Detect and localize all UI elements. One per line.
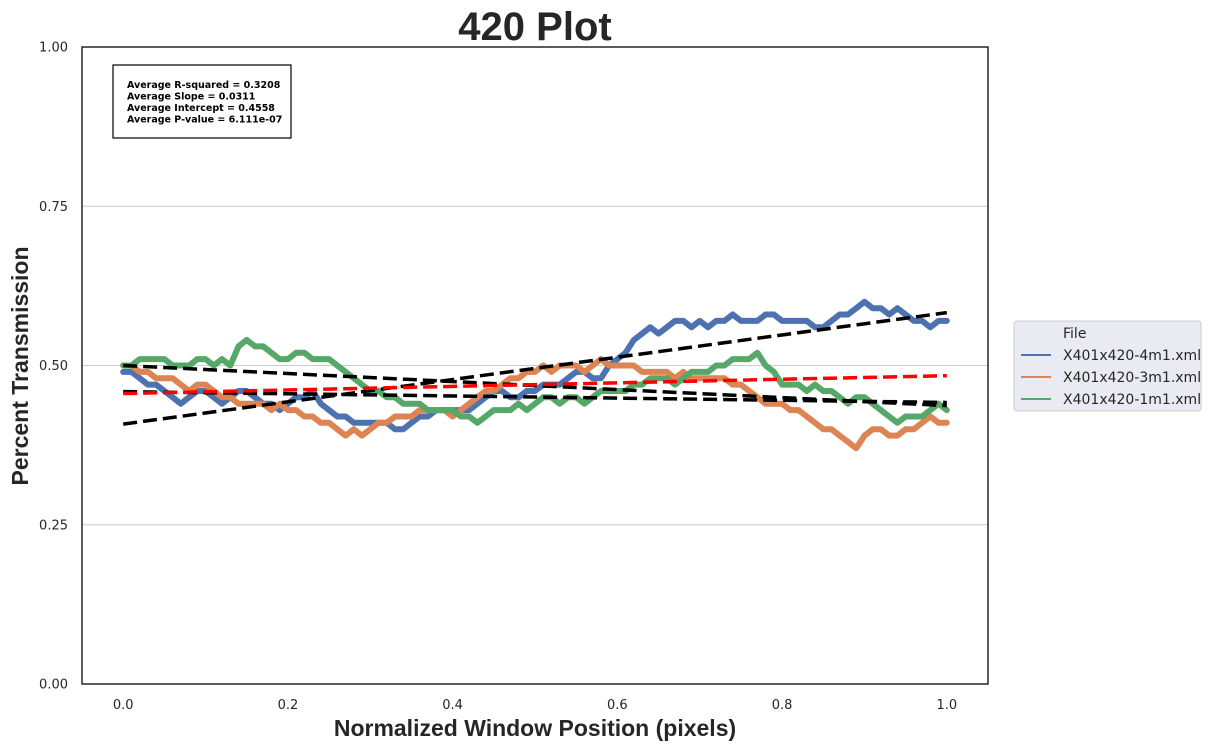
legend: File X401x420-4m1.xmlX401x420-3m1.xmlX40… <box>1013 320 1202 412</box>
plot-series <box>120 298 950 452</box>
x-tick-label: 1.0 <box>936 698 957 713</box>
regression-line-3 <box>123 389 947 405</box>
x-axis-label: Normalized Window Position (pixels) <box>334 715 736 741</box>
stats-box-frame <box>112 64 292 139</box>
stats-slope: Average Slope = 0.0311 <box>127 92 255 103</box>
x-tick-label: 0.0 <box>113 698 134 713</box>
y-tick-label: 0.00 <box>39 678 68 693</box>
y-axis-label: Percent Transmission <box>7 246 33 485</box>
legend-frame <box>1013 320 1202 412</box>
x-tick-labels: 0.0 0.2 0.4 0.6 0.8 1.0 <box>113 698 957 713</box>
y-tick-label: 0.50 <box>39 359 68 374</box>
regression-lines <box>122 310 948 426</box>
stats-r-squared: Average R-squared = 0.3208 <box>127 80 281 91</box>
legend-label: X401x420-3m1.xml <box>1063 370 1201 386</box>
legend-title: File <box>1063 326 1086 342</box>
y-tick-label: 1.00 <box>39 41 68 56</box>
x-tick-label: 0.6 <box>607 698 628 713</box>
plot-frame <box>81 46 989 685</box>
legend-items: X401x420-4m1.xml X401x420-3m1.xml X401x420… <box>1021 348 1201 408</box>
legend-label: X401x420-4m1.xml <box>1063 348 1201 364</box>
stats-box: Average R-squared = 0.3208 Average Slope… <box>112 64 292 139</box>
series-line-3 <box>120 337 950 426</box>
x-tick-label: 0.4 <box>442 698 463 713</box>
y-tick-labels: 0.00 0.25 0.50 0.75 1.00 <box>39 41 68 693</box>
x-tick-label: 0.8 <box>772 698 793 713</box>
y-tick-label: 0.25 <box>39 518 68 533</box>
series-line-2 <box>120 356 950 452</box>
stats-p-value: Average P-value = 6.111e-07 <box>127 115 282 126</box>
regression-line-1 <box>122 310 948 426</box>
stats-intercept: Average Intercept = 0.4558 <box>127 103 275 114</box>
average-fit-line <box>123 373 947 396</box>
y-tick-label: 0.75 <box>39 200 68 215</box>
legend-label: X401x420-1m1.xml <box>1063 392 1201 408</box>
chart-title: 420 Plot <box>458 5 611 49</box>
x-tick-label: 0.2 <box>278 698 299 713</box>
